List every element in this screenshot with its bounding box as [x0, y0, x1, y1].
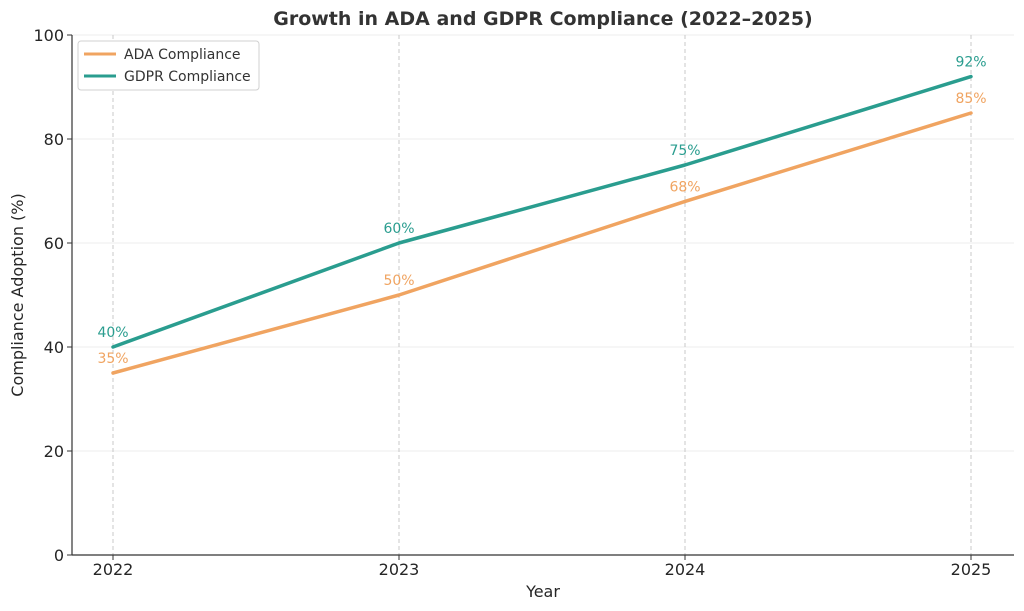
- series-line-gdpr: [111, 74, 973, 349]
- y-tick-label: 40: [44, 338, 64, 357]
- y-tick-label: 0: [54, 546, 64, 565]
- y-tick-label: 80: [44, 130, 64, 149]
- y-tick-label: 100: [33, 26, 64, 45]
- chart-title: Growth in ADA and GDPR Compliance (2022–…: [273, 8, 813, 30]
- data-label: 68%: [669, 179, 700, 195]
- axes: [71, 35, 1014, 556]
- legend-box: [77, 40, 260, 91]
- x-tick-label: 2024: [665, 560, 706, 579]
- legend: ADA Compliance GDPR Compliance: [77, 40, 260, 91]
- y-tick-label: 60: [44, 234, 64, 253]
- data-labels: 35% 50% 68% 85% 40% 60% 75% 92%: [97, 55, 986, 367]
- series-lines: [111, 74, 973, 375]
- tick-labels: 0 20 40 60 80 100 2022 2023 2024 2025: [33, 26, 991, 579]
- legend-label-ada: ADA Compliance: [124, 47, 241, 63]
- data-label: 50%: [383, 273, 414, 289]
- data-label: 92%: [955, 55, 986, 71]
- x-tick-label: 2022: [93, 560, 134, 579]
- legend-label-gdpr: GDPR Compliance: [124, 69, 251, 85]
- data-label: 35%: [97, 351, 128, 367]
- y-tick-label: 20: [44, 442, 64, 461]
- data-label: 40%: [97, 325, 128, 341]
- x-tick-label: 2023: [379, 560, 420, 579]
- grid: [72, 34, 1014, 555]
- data-label: 75%: [669, 143, 700, 159]
- x-axis-label: Year: [525, 582, 560, 601]
- x-tick-label: 2025: [951, 560, 992, 579]
- data-label: 60%: [383, 221, 414, 237]
- data-label: 85%: [955, 91, 986, 107]
- series-line-ada: [111, 111, 973, 375]
- y-axis-label: Compliance Adoption (%): [8, 193, 27, 396]
